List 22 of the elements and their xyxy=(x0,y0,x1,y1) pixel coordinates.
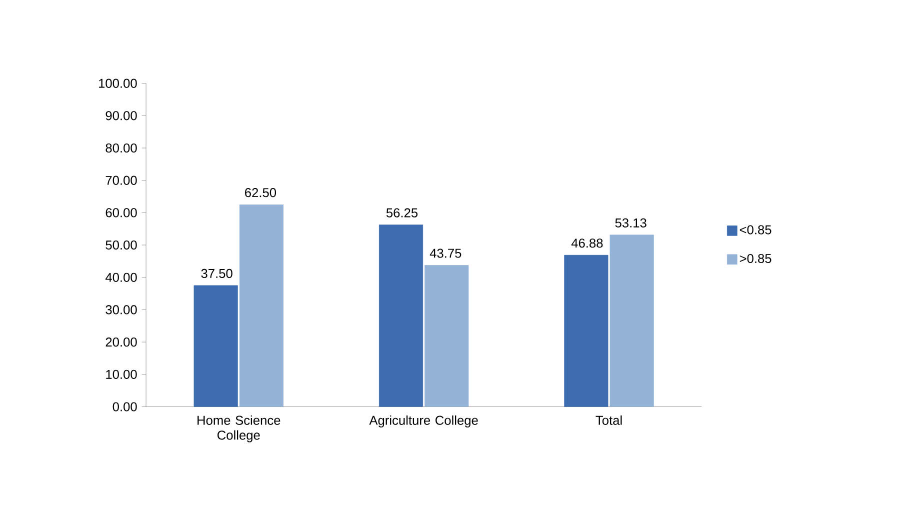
y-tick-label: 60.00 xyxy=(106,208,137,218)
legend-label: >0.85 xyxy=(740,254,772,264)
y-tick-label: 70.00 xyxy=(106,176,137,185)
y-tick-label: 80.00 xyxy=(106,143,137,153)
y-tick-label: 50.00 xyxy=(106,240,137,250)
x-tick-label: Agriculture College xyxy=(369,415,478,428)
data-label: 53.13 xyxy=(615,218,646,228)
y-tick-label: 0.00 xyxy=(112,402,137,412)
y-tick-label: 30.00 xyxy=(106,305,137,314)
data-label: 37.50 xyxy=(201,268,232,278)
y-tick-label: 100.00 xyxy=(99,78,137,88)
legend-label: <0.85 xyxy=(740,225,772,234)
y-tick-label: 40.00 xyxy=(105,272,137,282)
data-label: 62.50 xyxy=(245,188,276,198)
y-tick-label: 10.00 xyxy=(106,370,137,379)
data-label: 46.88 xyxy=(571,238,603,248)
data-label: 56.25 xyxy=(386,208,418,218)
y-tick-label: 20.00 xyxy=(106,338,137,347)
data-label: 43.75 xyxy=(430,248,462,258)
x-tick-label: Home Science College xyxy=(198,415,280,442)
x-tick-label: Total xyxy=(596,415,622,425)
y-tick-label: 90.00 xyxy=(106,111,137,120)
